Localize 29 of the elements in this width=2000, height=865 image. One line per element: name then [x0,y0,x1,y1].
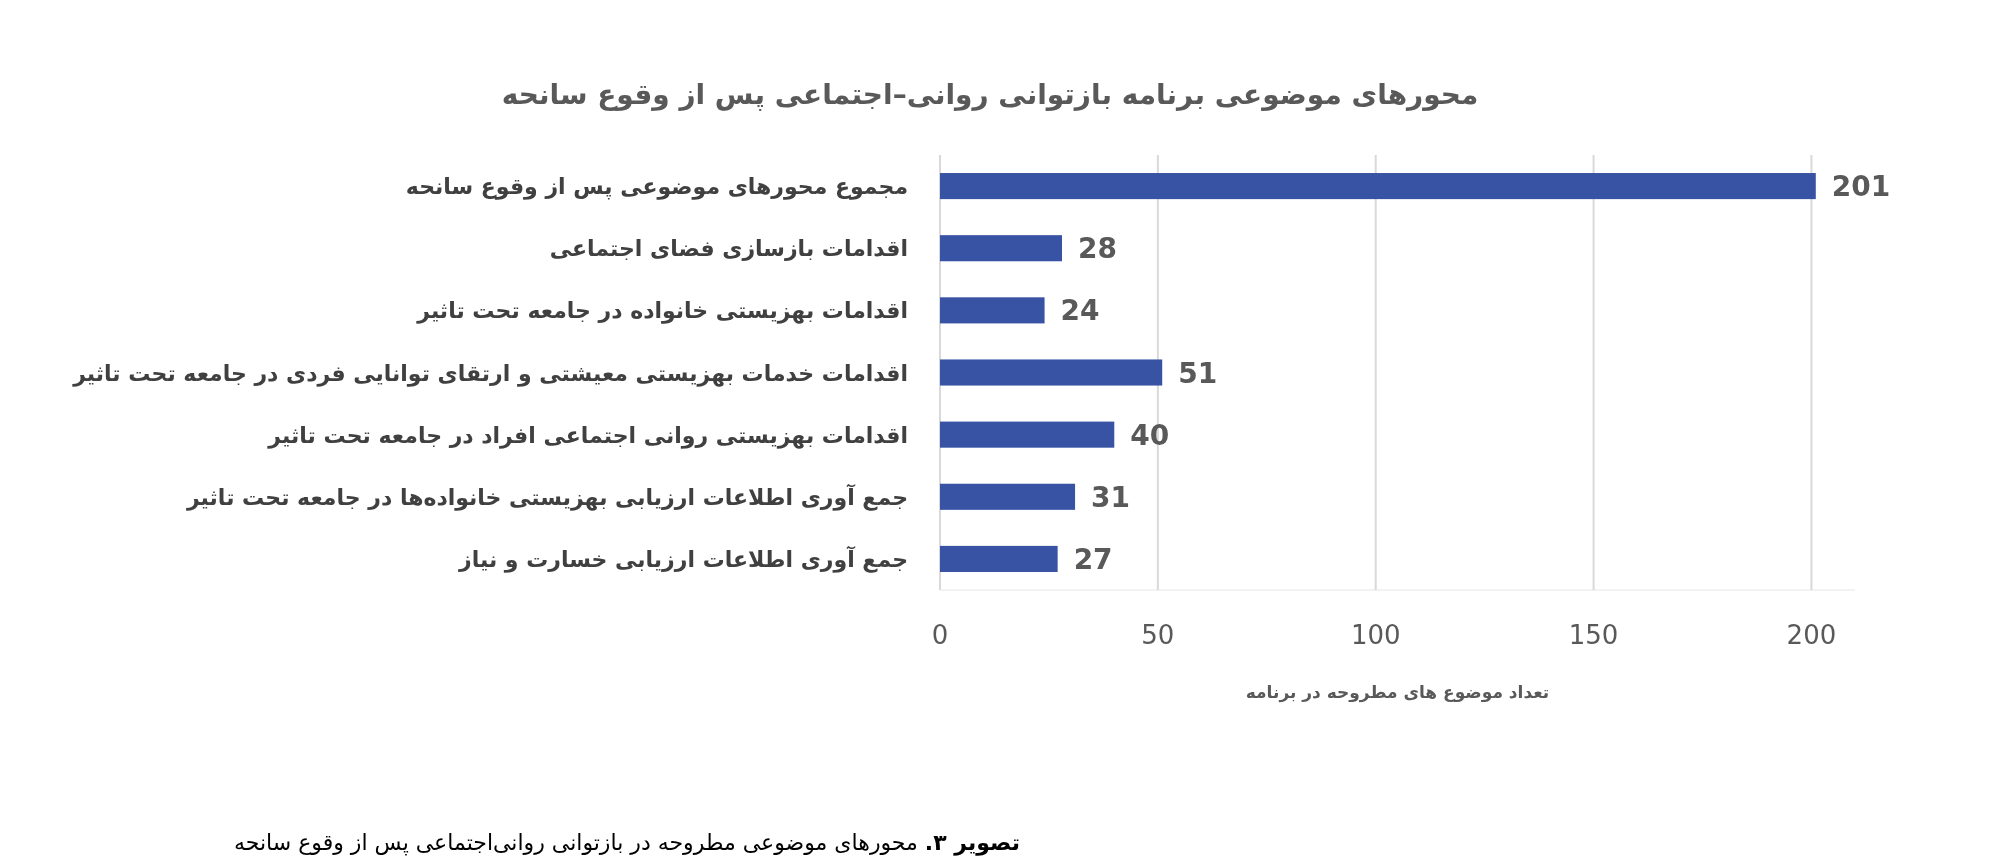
y-tick-label: اقدامات بهزیستی خانواده در جامعه تحت تاثیر [417,297,908,323]
data-label: 28 [1078,231,1117,265]
chart-title: محورهای موضوعی برنامه بازتوانی روانی–اجتماعی پس از وقوع سانحه [501,78,1479,111]
y-tick-label: اقدامات بهزیستی روانی اجتماعی افراد در جامعه تحت تاثیر [268,422,908,448]
data-label: 24 [1060,293,1100,327]
data-label: 40 [1130,418,1170,452]
x-tick-label: 200 [1786,620,1837,650]
bar [940,359,1163,386]
bar [940,235,1062,262]
x-tick-label: 100 [1350,620,1401,650]
x-tick-label: 0 [931,620,949,650]
x-axis-title: تعداد موضوع های مطروحه در برنامه [1245,682,1550,702]
bar [940,421,1115,448]
data-label: 27 [1073,542,1113,576]
bar [940,173,1816,200]
bar [940,483,1076,510]
data-label: 51 [1178,356,1218,389]
data-label: 31 [1091,480,1131,514]
data-label: 201 [1831,169,1891,203]
y-tick-label: مجموع محورهای موضوعی پس از وقوع سانحه [405,173,908,199]
y-tick-label: جمع آوری اطلاعات ارزیابی خسارت و نیاز [458,546,908,572]
y-tick-label: اقدامات بازسازی فضای اجتماعی [549,235,908,261]
x-tick-label: 150 [1568,620,1619,650]
x-tick-label: 50 [1141,620,1175,650]
text: تصویر ۳. محورهای موضوعی مطروحه در بازتوانی روانی‌اجتماعی پس از وقوع سانحه [233,830,1020,855]
bar [940,545,1058,572]
y-tick-label: جمع آوری اطلاعات ارزیابی بهزیستی خانواده‌ها در جامعه تحت تاثیر [186,484,908,510]
bar [940,297,1045,324]
y-tick-label: اقدامات خدمات بهزیستی معیشتی و ارتقای توانایی فردی در جامعه تحت تاثیر [73,360,908,385]
